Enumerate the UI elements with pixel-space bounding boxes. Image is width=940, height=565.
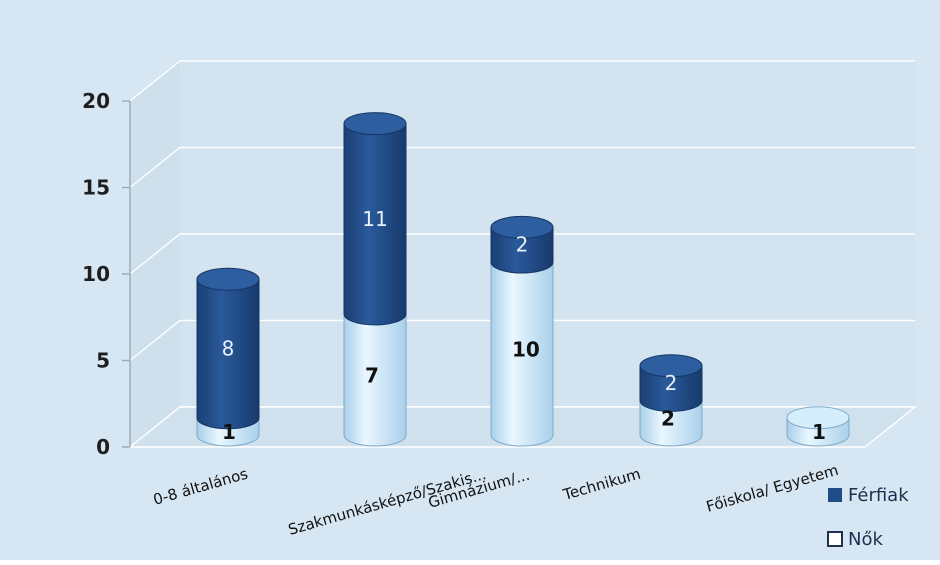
bar-ferfiak-top <box>490 215 554 239</box>
bar-nok-body <box>343 313 407 447</box>
bar-ferfiak <box>490 215 554 274</box>
legend: Férfiak Nők <box>827 485 909 550</box>
data-label-ferfiak: 11 <box>362 207 387 231</box>
bar-ferfiak-top <box>343 112 407 136</box>
legend-swatch-ferfiak <box>828 488 842 502</box>
y-tick-label: 10 <box>82 262 110 286</box>
bar-nok-top <box>786 406 850 430</box>
bar-ferfiak-body <box>343 123 407 326</box>
legend-label-ferfiak: Férfiak <box>848 485 909 506</box>
bar-ferfiak <box>343 112 407 326</box>
y-tick-label: 0 <box>96 435 110 459</box>
data-label-ferfiak: 2 <box>665 371 678 395</box>
data-label-nok: 10 <box>512 338 540 362</box>
bar-nok-body <box>639 399 703 447</box>
data-label-nok: 7 <box>365 363 379 387</box>
bar-ferfiak-body <box>196 278 260 430</box>
gridline <box>129 146 915 189</box>
gridline <box>129 319 915 362</box>
bar-ferfiak-body <box>639 365 703 412</box>
data-label-nok: 1 <box>812 420 826 444</box>
data-label-ferfiak: 2 <box>516 233 529 257</box>
bar-ferfiak <box>196 267 260 430</box>
bar-nok-body <box>490 261 554 447</box>
data-label-nok: 2 <box>661 407 675 431</box>
gridline <box>129 60 915 102</box>
data-label-ferfiak: 8 <box>222 337 235 361</box>
legend-swatch-nok <box>827 531 843 547</box>
y-axis: 0 5 10 15 20 <box>82 89 131 459</box>
bar-ferfiak <box>639 354 703 412</box>
data-label-nok: 1 <box>222 420 236 444</box>
y-tick-label: 15 <box>82 176 110 200</box>
bar-ferfiak-top <box>196 267 260 291</box>
bar-ferfiak-body <box>490 226 554 274</box>
bar-nok <box>786 406 850 447</box>
y-tick-label: 5 <box>96 349 110 373</box>
legend-label-nok: Nők <box>848 529 883 550</box>
y-tick-label: 20 <box>82 89 110 113</box>
gridline <box>129 233 915 275</box>
bar-ferfiak-top <box>639 354 703 378</box>
bars: 1 8 7 11 10 2 2 2 1 <box>196 112 850 447</box>
